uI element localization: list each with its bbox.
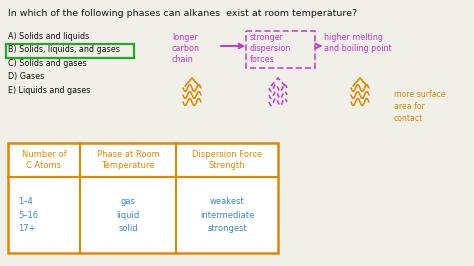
Text: weakest
intermediate
strongest: weakest intermediate strongest [200,197,254,233]
Text: gas
liquid
solid: gas liquid solid [117,197,140,233]
Bar [8,143,278,253]
Text: In which of the following phases can alkanes  exist at room temperature?: In which of the following phases can alk… [8,9,357,18]
Text: Dispersion Force
Strength: Dispersion Force Strength [192,150,262,170]
Text: stronger
dispersion
forces: stronger dispersion forces [250,33,292,64]
Text: B) Solids, liquids, and gases: B) Solids, liquids, and gases [8,45,120,55]
Text: Number of
C Atoms: Number of C Atoms [22,150,66,170]
Text: E) Liquids and gases: E) Liquids and gases [8,86,91,95]
Text: 1–4
5–16
17+: 1–4 5–16 17+ [18,197,38,233]
Text: A) Solids and liquids: A) Solids and liquids [8,32,89,41]
Text: higher melting
and boiling point: higher melting and boiling point [324,33,392,53]
Text: Phase at Room
Temperature: Phase at Room Temperature [97,150,159,170]
Text: longer
carbon
chain: longer carbon chain [172,33,200,64]
Text: D) Gases: D) Gases [8,73,44,81]
Bar [8,143,278,253]
Text: C) Solids and gases: C) Solids and gases [8,59,87,68]
Text: more surface
area for
contact: more surface area for contact [394,90,446,123]
